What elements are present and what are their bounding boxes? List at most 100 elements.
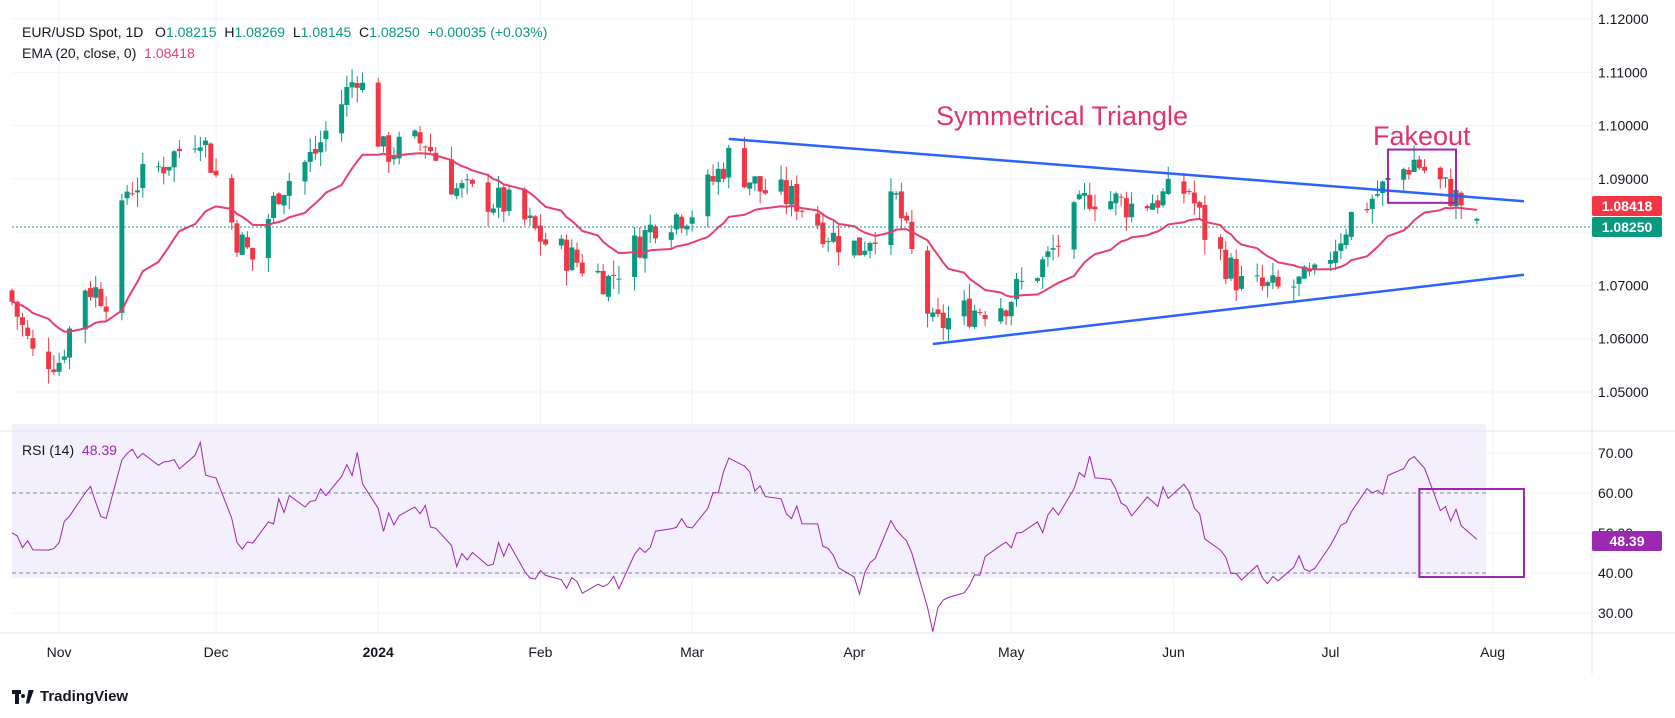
candle-body [166,166,172,171]
candle-body [1218,237,1224,249]
candle-body [710,176,716,182]
candle-body [490,208,496,213]
candle-body [1422,166,1428,171]
candle-body [1364,209,1370,211]
candle-body [1458,192,1464,206]
candle-body [867,242,873,251]
candle-body [600,270,606,295]
candle-body [1050,248,1056,250]
time-tick-label: Apr [843,644,865,660]
candle-body [161,166,167,174]
candle-body [129,193,135,195]
candle-body [647,224,653,233]
candle-body [930,312,936,317]
lower-trendline [932,273,1525,346]
ema-price-badge: 1.08418 [1602,198,1653,214]
candle-body [1155,200,1161,208]
candle-body [192,148,198,150]
ema-label: EMA (20, close, 0) [22,45,137,61]
candle-body [496,187,502,208]
candle-body [93,287,99,298]
candle-body [1160,191,1166,206]
candle-body [721,168,727,179]
guides [728,137,1525,578]
candle-body [825,241,831,243]
candle-body [396,136,402,159]
time-tick-label: Feb [528,644,552,660]
candle-body [271,195,277,219]
candles [9,69,1480,384]
pattern-annotation: Symmetrical Triangle [936,101,1189,131]
candle-body [1448,178,1454,207]
candle-body [1275,276,1281,287]
candle-body [1401,169,1407,180]
ema-price-badge-bg [1592,196,1662,216]
candle-body [642,229,648,259]
close-label: C [359,24,370,40]
candle-body [757,176,763,192]
candle-body [616,278,622,280]
candle-body [318,142,324,153]
candle-body [898,191,904,219]
candle-body [815,213,821,226]
time-tick-label: May [998,644,1024,660]
candle-body [1443,177,1449,179]
candle-body [605,275,611,297]
candle-body [684,225,690,230]
candle-body [1113,193,1119,204]
time-tick-label: Jun [1162,644,1185,660]
fakeout-box [1386,148,1457,204]
candle-body [527,215,533,218]
candle-body [1191,192,1197,204]
candle-body [1343,234,1349,246]
candle-body [1259,277,1265,287]
candle-body [1076,194,1082,200]
candle-body [532,216,538,229]
candle-body [820,222,826,245]
candle-body [611,274,617,276]
candle-body [752,176,758,184]
close-price-badge: 1.08250 [1602,219,1653,235]
candle-body [893,193,899,195]
candle-body [155,166,161,168]
candle-body [501,187,507,212]
brand-name: TradingView [40,688,129,705]
low-value: 1.08145 [300,24,352,40]
candle-body [276,193,282,205]
candle-body [1092,206,1098,210]
candle-body [1144,206,1150,209]
price-tick-label: 1.11000 [1598,64,1648,80]
rsi-line [11,440,1478,632]
candle-body [448,159,454,195]
candle-body [637,236,643,258]
candle-body [208,143,214,173]
candle-body [1087,194,1093,209]
candle-body [485,182,491,212]
candle-body [323,130,329,140]
candle-body [998,308,1004,322]
open-label: O [155,24,166,40]
candle-body [1301,266,1307,279]
candle-body [1474,218,1480,221]
candle-body [653,226,659,239]
candle-body [1082,192,1088,196]
fakeout-annotation: Fakeout [1373,121,1471,151]
candle-body [1181,181,1187,194]
candle-body [1437,167,1443,180]
candle-body [1270,275,1276,283]
candle-body [537,225,543,242]
tradingview-logo-icon [12,689,34,704]
candle-body [972,310,978,327]
candle-body [574,249,580,263]
rsi-legend: RSI (14) 48.39 [22,442,117,458]
upper-trendline [728,137,1525,203]
candle-body [417,132,423,144]
candle-body [715,168,721,183]
candle-body [312,148,318,154]
candle-body [1312,264,1318,270]
tradingview-brand[interactable]: TradingView [12,688,128,705]
candle-body [1296,276,1302,284]
candle-body [940,312,946,329]
candle-body [741,148,747,188]
